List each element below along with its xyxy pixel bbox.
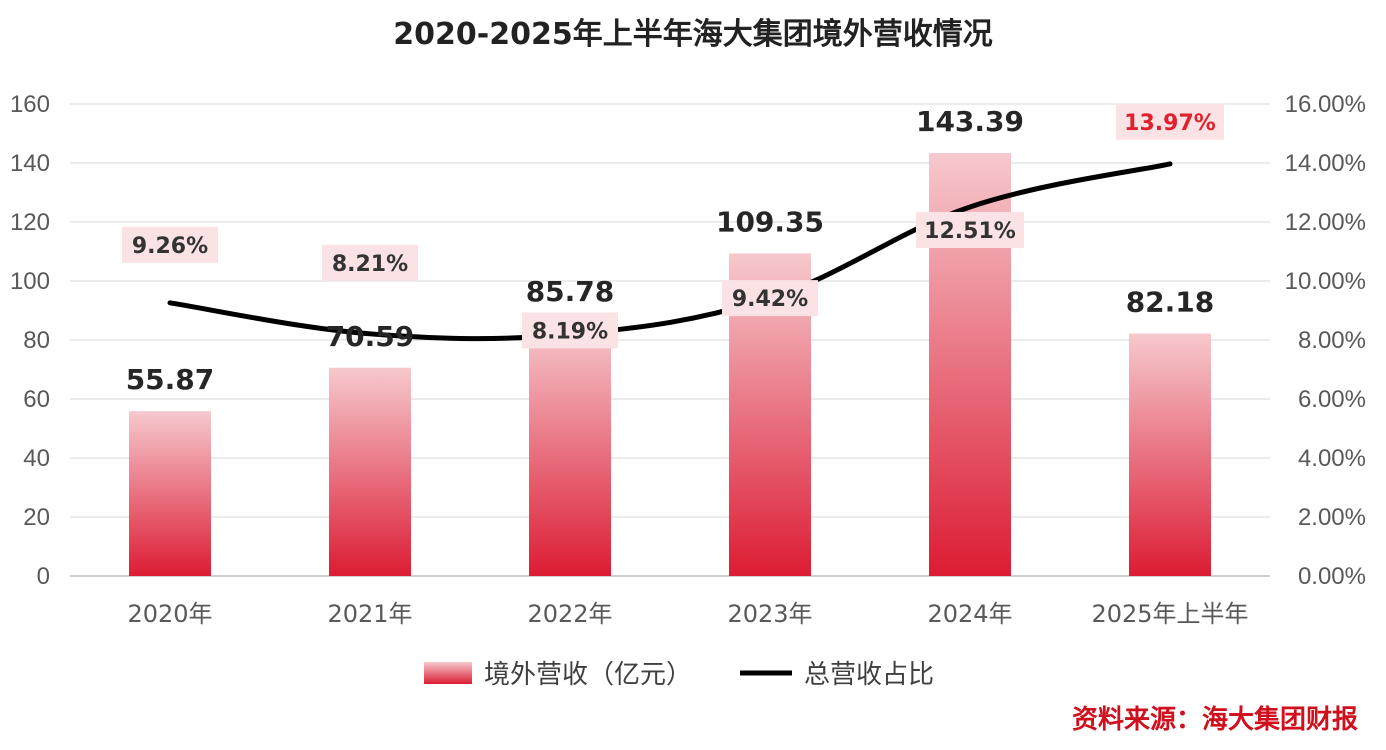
left-y-tick-label: 140 [10,150,50,177]
line-series [167,161,1173,342]
x-tick-label: 2020年 [127,600,212,628]
bar-value-label: 109.35 [716,205,824,238]
bar-value-label: 143.39 [916,105,1024,138]
bar-value-label: 82.18 [1126,286,1215,319]
line-value-label: 9.26% [132,234,208,259]
gridlines [70,103,1270,577]
line-label-box [322,244,418,281]
line-label-box [722,280,818,317]
right-y-tick-label: 4.00% [1298,445,1366,472]
line-value-label: 13.97% [1124,111,1216,136]
bar-value-label: 70.59 [326,320,415,353]
bar [329,367,411,576]
left-y-tick-label: 60 [23,386,50,413]
legend-bar-swatch [424,662,472,684]
line-value-label: 8.19% [532,319,608,344]
x-tick-label: 2024年 [927,600,1012,628]
left-y-tick-label: 20 [23,504,50,531]
source-note: 资料来源：海大集团财报 [1072,704,1358,735]
left-y-tick-label: 120 [10,209,50,236]
legend: 境外营收（亿元） 总营收占比 [424,660,934,690]
line-label-box [522,312,618,349]
left-y-axis: 0 20 40 60 80 100 120 140 160 [10,91,50,590]
right-y-tick-label: 8.00% [1298,327,1366,354]
bar [129,411,211,576]
right-y-tick-label: 10.00% [1285,268,1366,295]
left-y-tick-label: 160 [10,91,50,118]
x-tick-label: 2025年上半年 [1091,600,1248,628]
right-y-tick-label: 0.00% [1298,563,1366,590]
line-value-label: 12.51% [924,219,1016,244]
line-label-box [916,211,1024,248]
left-y-tick-label: 80 [23,327,50,354]
left-y-tick-label: 100 [10,268,50,295]
right-y-tick-label: 16.00% [1285,91,1366,118]
right-y-tick-label: 14.00% [1285,150,1366,177]
bar-value-label: 85.78 [526,275,615,308]
x-tick-label: 2023年 [727,600,812,628]
right-y-tick-label: 12.00% [1285,209,1366,236]
chart-title: 2020-2025年上半年海大集团境外营收情况 [393,17,992,52]
legend-bar-label: 境外营收（亿元） [484,660,692,690]
line-label-box [1116,103,1224,140]
right-y-axis: 0.00% 2.00% 4.00% 6.00% 8.00% 10.00% 12.00% 14.… [1285,91,1366,590]
left-y-tick-label: 40 [23,445,50,472]
legend-line-label: 总营收占比 [804,660,934,690]
bar [1129,333,1211,576]
line-label-box [122,226,218,263]
line-data-labels: 9.26% 8.21% 8.19% 9.42% 12.51% 13.97% [122,103,1224,349]
right-y-tick-label: 2.00% [1298,504,1366,531]
x-tick-label: 2022年 [527,600,612,628]
bar-series [129,152,1211,577]
x-tick-label: 2021年 [327,600,412,628]
bar-value-label: 55.87 [126,363,215,396]
bar [529,322,611,576]
line-value-label: 8.21% [332,252,408,277]
left-y-tick-label: 0 [37,563,50,590]
right-y-tick-label: 6.00% [1298,386,1366,413]
x-axis: 2020年 2021年 2022年 2023年 2024年 2025年上半年 [127,600,1248,628]
bar-data-labels: 55.87 70.59 85.78 109.35 143.39 82.18 [126,105,1215,396]
line-value-label: 9.42% [732,287,808,312]
line-path [167,161,1173,342]
